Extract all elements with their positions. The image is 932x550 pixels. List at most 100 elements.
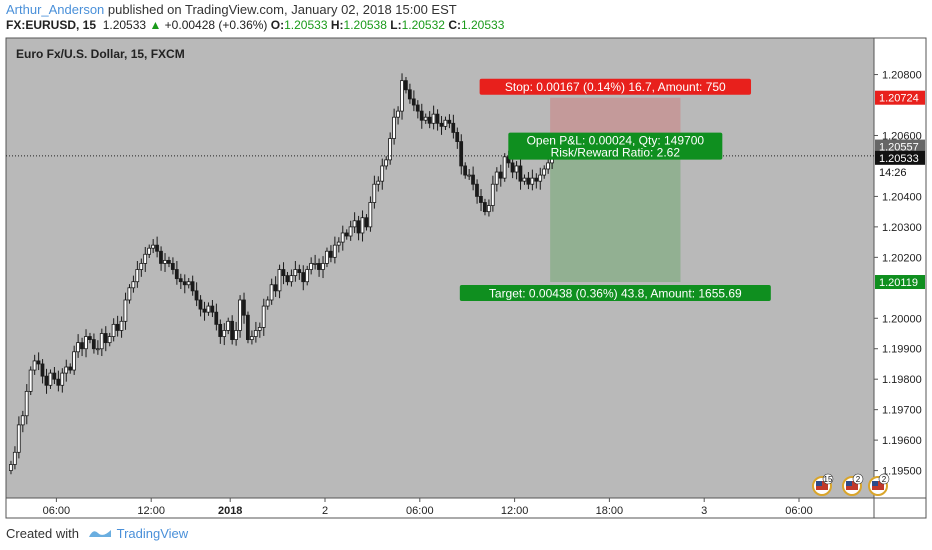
candle <box>147 244 151 258</box>
candle-body <box>313 263 317 265</box>
candle <box>119 316 124 338</box>
candle-body <box>178 278 183 283</box>
candle-body <box>80 342 84 350</box>
candle <box>427 111 432 129</box>
candle-body <box>253 330 258 337</box>
candle <box>317 258 321 277</box>
candle <box>514 161 519 180</box>
target-price-tag: 1.20119 <box>879 277 918 289</box>
candle-body <box>490 183 495 206</box>
candle <box>127 284 132 304</box>
candle <box>415 100 420 119</box>
candle <box>64 359 69 382</box>
us-flag-event-icon[interactable]: 2 <box>868 473 890 496</box>
chart-frame <box>5 37 927 519</box>
current-price-tag-box <box>875 150 925 165</box>
candle <box>238 295 242 338</box>
candle-body <box>99 333 104 350</box>
candle-body <box>238 299 242 331</box>
candle <box>309 257 313 275</box>
candle <box>178 273 183 290</box>
candle-body <box>518 165 523 182</box>
candle <box>482 198 487 216</box>
x-tick-label: 12:00 <box>137 505 165 517</box>
candle <box>534 173 539 189</box>
entry-price-tag: 1.20557 <box>879 142 919 154</box>
candle-body <box>76 342 80 353</box>
candle-body <box>289 275 294 283</box>
candle-body <box>8 464 13 471</box>
candle-body <box>131 281 136 289</box>
candle <box>479 189 483 212</box>
candle <box>234 321 238 346</box>
candle-body <box>68 366 73 371</box>
candle-body <box>380 165 385 182</box>
candle-body <box>127 287 132 301</box>
candle <box>277 264 282 299</box>
candle <box>463 162 467 179</box>
publish-line: Arthur_Anderson published on TradingView… <box>6 2 457 17</box>
candle-body <box>530 177 535 185</box>
candle <box>348 220 353 241</box>
candle <box>475 179 479 204</box>
candle-body <box>249 336 254 340</box>
low-label: L: <box>390 18 402 32</box>
candle-body <box>123 299 128 322</box>
candle-body <box>510 162 515 173</box>
candle <box>12 446 17 470</box>
candle <box>123 292 128 330</box>
candle <box>411 90 416 112</box>
x-tick-label: 06:00 <box>406 505 434 517</box>
candle-body <box>293 269 298 277</box>
tradingview-logo-icon[interactable] <box>87 526 113 543</box>
candle-body <box>328 250 333 258</box>
candle <box>494 167 499 192</box>
candle <box>447 114 452 129</box>
author-link[interactable]: Arthur_Anderson <box>6 2 105 17</box>
candle-body <box>159 250 163 264</box>
candle <box>321 256 325 279</box>
candle <box>210 299 215 318</box>
target-price-tag-box <box>875 275 925 290</box>
target-zone[interactable] <box>550 148 681 283</box>
candle <box>392 108 396 145</box>
candle-body <box>317 263 321 270</box>
candle-body <box>257 327 262 331</box>
candle-body <box>230 320 234 340</box>
candle-body <box>486 205 491 213</box>
candle <box>52 367 57 385</box>
candle <box>230 315 234 345</box>
candle <box>16 416 21 459</box>
pl-box <box>508 132 723 160</box>
candle <box>139 258 144 277</box>
candle <box>242 292 246 324</box>
candle <box>198 295 203 317</box>
y-tick-label: 1.20000 <box>882 313 922 325</box>
candle-body <box>40 363 45 377</box>
candle <box>526 172 531 190</box>
us-flag-event-icon[interactable]: 2 <box>842 473 864 496</box>
candle <box>332 236 337 264</box>
last-price: 1.20533 <box>102 18 147 32</box>
candle-body <box>336 241 341 246</box>
candle <box>431 105 436 130</box>
candle-body <box>443 119 448 127</box>
candle <box>24 384 29 425</box>
tradingview-link[interactable]: TradingView <box>116 526 189 541</box>
candle <box>281 262 286 285</box>
candle-body <box>155 244 159 252</box>
plot-area[interactable] <box>6 38 874 498</box>
candle <box>502 153 507 182</box>
candle-body <box>411 98 416 106</box>
candle <box>155 236 159 258</box>
us-flag-event-icon[interactable]: 15 <box>812 473 834 496</box>
candle <box>249 330 254 345</box>
candle-body <box>455 132 460 142</box>
candle <box>170 257 175 275</box>
candle-body <box>20 415 25 426</box>
stop-label: Stop: 0.00167 (0.14%) 16.7, Amount: 750 <box>505 80 726 94</box>
x-tick-label: 06:00 <box>43 505 71 517</box>
candle-body <box>305 269 309 283</box>
chart-title: Euro Fx/U.S. Dollar, 15, FXCM <box>16 47 185 61</box>
